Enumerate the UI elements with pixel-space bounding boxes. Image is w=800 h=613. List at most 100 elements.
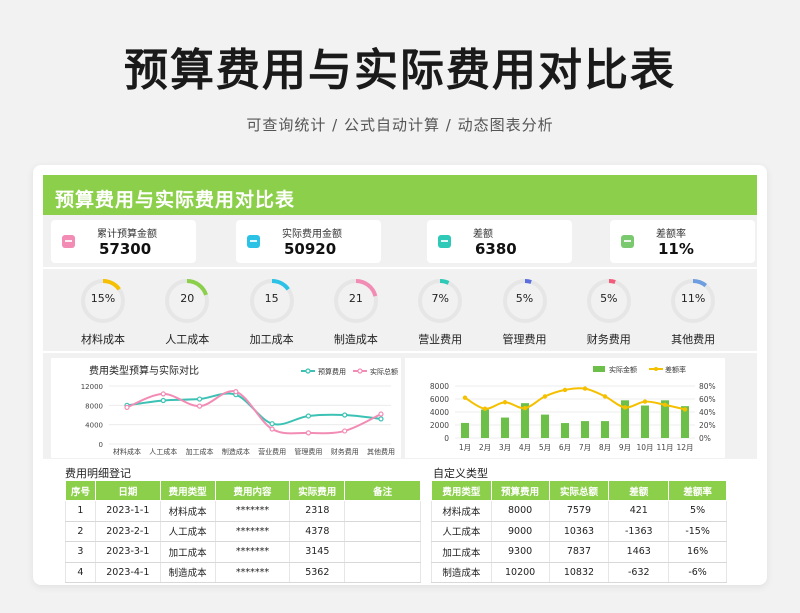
chart-title: 费用类型预算与实际对比 bbox=[89, 364, 199, 377]
table-cell[interactable]: 3145 bbox=[289, 541, 346, 563]
table-cell[interactable]: 制造成本 bbox=[160, 562, 216, 583]
table-cell[interactable]: 2 bbox=[65, 521, 96, 542]
table-cell[interactable]: 2318 bbox=[289, 500, 346, 522]
y2-tick-label: 0% bbox=[699, 434, 711, 443]
table-cell[interactable]: 4 bbox=[65, 562, 96, 583]
table-cell[interactable]: 1 bbox=[65, 500, 96, 522]
table-cell[interactable]: 5% bbox=[668, 500, 727, 522]
x-tick-label: 11月 bbox=[656, 443, 673, 452]
column-header: 差额率 bbox=[668, 480, 727, 501]
table-cell[interactable]: -6% bbox=[668, 562, 727, 583]
table-cell[interactable] bbox=[344, 500, 421, 522]
ring-item: 11% 其他费用 bbox=[651, 277, 735, 351]
ring-gauge bbox=[249, 279, 294, 323]
table-cell[interactable]: 2023-1-1 bbox=[95, 500, 161, 522]
data-point bbox=[196, 396, 203, 402]
custom-table: 费用类型 预算费用 实际总额 差额 差额率 材料成本 8000 7579 421 5% 人工成本 9… bbox=[431, 480, 727, 583]
column-header: 费用类型 bbox=[431, 480, 492, 501]
custom-row[interactable]: 人工成本 9000 10363 -1363 -15% bbox=[431, 521, 727, 542]
difference-icon bbox=[438, 235, 451, 248]
custom-row[interactable]: 材料成本 8000 7579 421 5% bbox=[431, 500, 727, 522]
y2-tick-label: 20% bbox=[699, 421, 716, 430]
table-cell[interactable]: 材料成本 bbox=[431, 500, 492, 522]
table-cell[interactable]: ******* bbox=[215, 500, 291, 522]
table-cell[interactable]: -632 bbox=[608, 562, 670, 583]
ring-gauge bbox=[165, 279, 210, 323]
table-cell[interactable]: 2023-3-1 bbox=[95, 541, 161, 563]
series-line bbox=[126, 390, 382, 435]
y2-tick-label: 80% bbox=[699, 382, 716, 391]
table-cell[interactable] bbox=[344, 521, 421, 542]
type-comparison-chart: 费用类型预算与实际对比 预算费用 实际总额 12000 8000 4000 0 材料成本 人工成… bbox=[81, 364, 398, 456]
table-cell[interactable] bbox=[344, 562, 421, 583]
detail-row[interactable]: 1 2023-1-1 材料成本 ******* 2318 bbox=[65, 500, 421, 522]
table-cell[interactable]: 16% bbox=[668, 541, 727, 563]
table-cell[interactable]: 7837 bbox=[549, 541, 610, 563]
bar bbox=[461, 422, 469, 438]
rate-point bbox=[602, 394, 608, 399]
bar bbox=[481, 409, 489, 438]
table-cell[interactable]: 材料成本 bbox=[160, 500, 216, 522]
table-cell[interactable]: 8000 bbox=[491, 500, 550, 522]
table-cell[interactable]: 7579 bbox=[549, 500, 610, 522]
table-cell[interactable]: 4378 bbox=[289, 521, 346, 542]
custom-row[interactable]: 加工成本 9300 7837 1463 16% bbox=[431, 541, 727, 563]
rate-point bbox=[482, 406, 488, 411]
data-point bbox=[160, 391, 166, 397]
table-cell[interactable]: 制造成本 bbox=[431, 562, 492, 583]
custom-row[interactable]: 制造成本 10200 10832 -632 -6% bbox=[431, 562, 727, 583]
x-tick-label: 人工成本 bbox=[149, 447, 177, 456]
ring-value: 21 bbox=[348, 292, 363, 305]
table-cell[interactable]: 2023-2-1 bbox=[95, 521, 161, 542]
y-tick-label: 4000 bbox=[85, 422, 103, 430]
table-cell[interactable]: 10200 bbox=[491, 562, 550, 583]
dashboard-sheet: 预算费用与实际费用对比表 累计预算金额 57300 实际费用金额 50920 差… bbox=[33, 165, 767, 585]
table-cell[interactable]: ******* bbox=[215, 562, 291, 583]
table-cell[interactable]: 3 bbox=[65, 541, 96, 563]
monthly-chart: 实际金额 差额率 8000 80% 6000 60% 4000 40% 2000 20% 0 0% 1月… bbox=[430, 365, 716, 452]
budget-icon bbox=[62, 235, 75, 248]
table-cell[interactable]: 9300 bbox=[491, 541, 550, 563]
hero-title: 预算费用与实际费用对比表 bbox=[124, 45, 676, 96]
x-tick-label: 5月 bbox=[539, 443, 551, 452]
ring-value: 15% bbox=[90, 292, 116, 305]
detail-row[interactable]: 4 2023-4-1 制造成本 ******* 5362 bbox=[65, 562, 421, 583]
table-cell[interactable]: 10363 bbox=[549, 521, 610, 542]
rate-point bbox=[682, 407, 688, 412]
bar bbox=[641, 405, 649, 438]
table-cell[interactable]: ******* bbox=[215, 521, 291, 542]
table-cell[interactable]: 1463 bbox=[608, 541, 670, 563]
table-cell[interactable]: 人工成本 bbox=[431, 521, 492, 542]
ring-fill bbox=[671, 279, 716, 323]
table-cell[interactable]: ******* bbox=[215, 541, 291, 563]
ring-value: 11% bbox=[680, 292, 706, 305]
table-cell[interactable]: 5362 bbox=[289, 562, 346, 583]
table-cell[interactable]: 9000 bbox=[491, 521, 550, 542]
y-tick-label: 2000 bbox=[430, 421, 449, 430]
detail-row[interactable]: 2 2023-2-1 人工成本 ******* 4378 bbox=[65, 521, 421, 542]
x-tick-label: 8月 bbox=[599, 443, 611, 452]
kpi-label: 实际费用金额 bbox=[282, 229, 342, 240]
table-cell[interactable]: -1363 bbox=[608, 521, 670, 542]
kpi-value: 11% bbox=[658, 240, 694, 258]
column-header: 预算费用 bbox=[490, 480, 550, 501]
ring-label: 其他费用 bbox=[671, 333, 716, 346]
x-tick-label: 管理费用 bbox=[294, 447, 322, 456]
table-cell[interactable]: 10832 bbox=[549, 562, 610, 583]
ring-value: 5% bbox=[600, 292, 618, 305]
x-tick-label: 4月 bbox=[519, 443, 531, 452]
table-cell[interactable] bbox=[344, 541, 421, 563]
table-cell[interactable]: 加工成本 bbox=[160, 541, 216, 563]
rate-point bbox=[462, 395, 468, 400]
detail-row[interactable]: 3 2023-3-1 加工成本 ******* 3145 bbox=[65, 541, 421, 563]
x-tick-label: 9月 bbox=[619, 443, 631, 452]
table-cell[interactable]: -15% bbox=[668, 521, 727, 542]
kpi-card-rate: 差额率 11% bbox=[610, 220, 755, 263]
table-cell[interactable]: 加工成本 bbox=[431, 541, 492, 563]
table-cell[interactable]: 2023-4-1 bbox=[95, 562, 161, 583]
table-cell[interactable]: 421 bbox=[608, 500, 670, 522]
ring-item: 5% 财务费用 bbox=[567, 277, 651, 351]
table-cell[interactable]: 人工成本 bbox=[160, 521, 216, 542]
rate-point bbox=[582, 386, 588, 391]
legend-label: 实际总额 bbox=[370, 367, 398, 376]
